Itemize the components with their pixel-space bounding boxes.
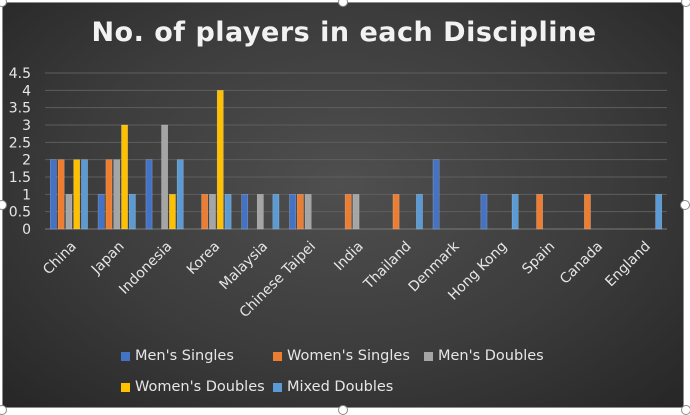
bar-men-s-singles (241, 194, 249, 230)
bar-men-s-doubles (113, 159, 121, 230)
bar-men-s-doubles (304, 194, 312, 230)
x-tick-label: India (331, 239, 367, 275)
bar-mixed-doubles (655, 194, 663, 230)
legend-label: Mixed Doubles (287, 379, 394, 395)
bar-women-s-doubles (169, 194, 176, 230)
legend-item: Mixed Doubles (273, 377, 393, 397)
bar-women-s-singles (392, 194, 400, 230)
y-tick-label: 3 (22, 118, 31, 134)
chart-area[interactable]: No. of players in each Discipline 0 0.5 1 1… (2, 2, 684, 408)
bar-mixed-doubles (129, 194, 136, 230)
y-tick-label: 3.5 (9, 101, 31, 117)
bar-mixed-doubles (511, 194, 519, 230)
x-tick-label: Korea (184, 239, 223, 278)
y-tick-label: 0 (22, 222, 31, 238)
bar-men-s-doubles (209, 194, 216, 230)
legend-swatch (121, 382, 130, 392)
y-tick-label: 2 (22, 153, 31, 169)
x-tick-label: England (602, 239, 654, 291)
resize-handle-top-right[interactable] (681, 0, 690, 7)
resize-handle-top-left[interactable] (0, 0, 7, 7)
legend-swatch (424, 351, 433, 361)
bar-women-s-doubles (121, 124, 128, 230)
bar-mixed-doubles (272, 194, 280, 230)
y-tick-label: 4.5 (9, 66, 31, 82)
bar-men-s-doubles (161, 124, 168, 230)
bar-women-s-singles (536, 194, 543, 230)
bar-men-s-singles (97, 194, 105, 230)
resize-handle-middle-left[interactable] (0, 200, 7, 210)
bar-women-s-singles (297, 194, 304, 230)
legend-item: Women's Singles (273, 346, 410, 366)
y-tick-label: 4 (22, 83, 31, 99)
legend-swatch (121, 351, 130, 361)
legend-label: Women's Singles (287, 348, 410, 364)
x-tick-label: China (40, 239, 80, 279)
bar-women-s-singles (201, 194, 209, 230)
y-tick-label: 2.5 (9, 135, 31, 151)
legend-row-1: Men's Singles Women's Singles Men's Double… (3, 346, 685, 366)
bar-women-s-singles (105, 159, 113, 230)
x-tick-label: Japan (88, 239, 128, 279)
bar-mixed-doubles (224, 194, 232, 230)
x-tick-label: Canada (557, 239, 606, 288)
legend-item: Women's Doubles (121, 377, 265, 397)
x-tick-label: Spain (519, 239, 558, 278)
y-tick-label: 1.5 (9, 170, 31, 186)
bar-men-s-doubles (352, 194, 360, 230)
bar-women-s-singles (584, 194, 591, 230)
resize-handle-top-center[interactable] (338, 0, 348, 7)
bar-women-s-singles (344, 194, 352, 230)
bar-women-s-doubles (73, 159, 81, 230)
bar-mixed-doubles (81, 159, 88, 230)
bar-mixed-doubles (416, 194, 423, 230)
bar-men-s-singles (289, 194, 296, 230)
bar-men-s-singles (432, 159, 440, 230)
bar-mixed-doubles (176, 159, 184, 230)
bar-women-s-doubles (216, 90, 224, 230)
legend-swatch (273, 382, 282, 392)
chart-title: No. of players in each Discipline (91, 17, 597, 48)
legend-label: Men's Singles (135, 348, 234, 364)
bar-men-s-singles (49, 159, 57, 230)
legend-item: Men's Singles (121, 346, 234, 366)
bar-men-s-singles (145, 159, 153, 230)
bar-men-s-singles (480, 194, 488, 230)
bar-women-s-singles (57, 159, 65, 230)
bar-men-s-doubles (256, 194, 264, 230)
legend-swatch (273, 351, 282, 361)
legend-label: Women's Doubles (135, 379, 265, 395)
resize-handle-middle-right[interactable] (680, 200, 690, 210)
y-tick-label: 1 (22, 187, 31, 203)
legend-label: Men's Doubles (438, 348, 544, 364)
y-tick-label: 0.5 (9, 205, 31, 221)
legend-row-2: Women's Doubles Mixed Doubles (3, 377, 685, 397)
legend-item: Men's Doubles (424, 346, 544, 366)
bar-men-s-doubles (65, 194, 73, 230)
